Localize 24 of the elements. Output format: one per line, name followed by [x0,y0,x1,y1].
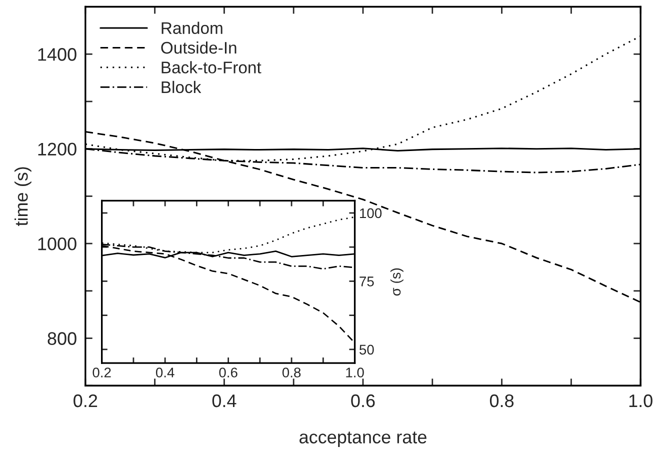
y2-tick-label: 100 [360,208,382,218]
x-tick-label: 0.6 [219,368,238,378]
x-tick-label: 0.2 [74,394,98,408]
x-tick-label: 1.0 [629,394,652,408]
x-tick-label: 0.8 [490,394,514,408]
y-tick-label: 1000 [38,237,76,250]
x-tick-label: 1.0 [346,368,364,378]
x-tick-label: 0.8 [282,368,301,378]
y-tick-label: 1400 [38,48,76,61]
y-tick-label: 1200 [38,142,76,156]
x-axis-title: acceptance rate [300,432,426,448]
y2-tick-label: 50 [360,344,374,355]
x-tick-label: 0.2 [92,368,111,378]
x-tick-label: 0.4 [156,368,174,378]
legend-label: Outside-In [161,41,236,54]
x-tick-label: 0.4 [212,394,236,408]
legend-label: Block [162,80,202,94]
y-tick-label: 800 [48,332,76,345]
y2-tick-label: 75 [360,276,374,286]
legend-label: Back-to-Front [162,61,262,74]
y-axis-title: time (s) [14,167,32,226]
x-tick-label: 0.6 [351,394,375,408]
y2-axis-title: σ (s) [390,268,404,296]
legend-label: Random [162,22,222,34]
